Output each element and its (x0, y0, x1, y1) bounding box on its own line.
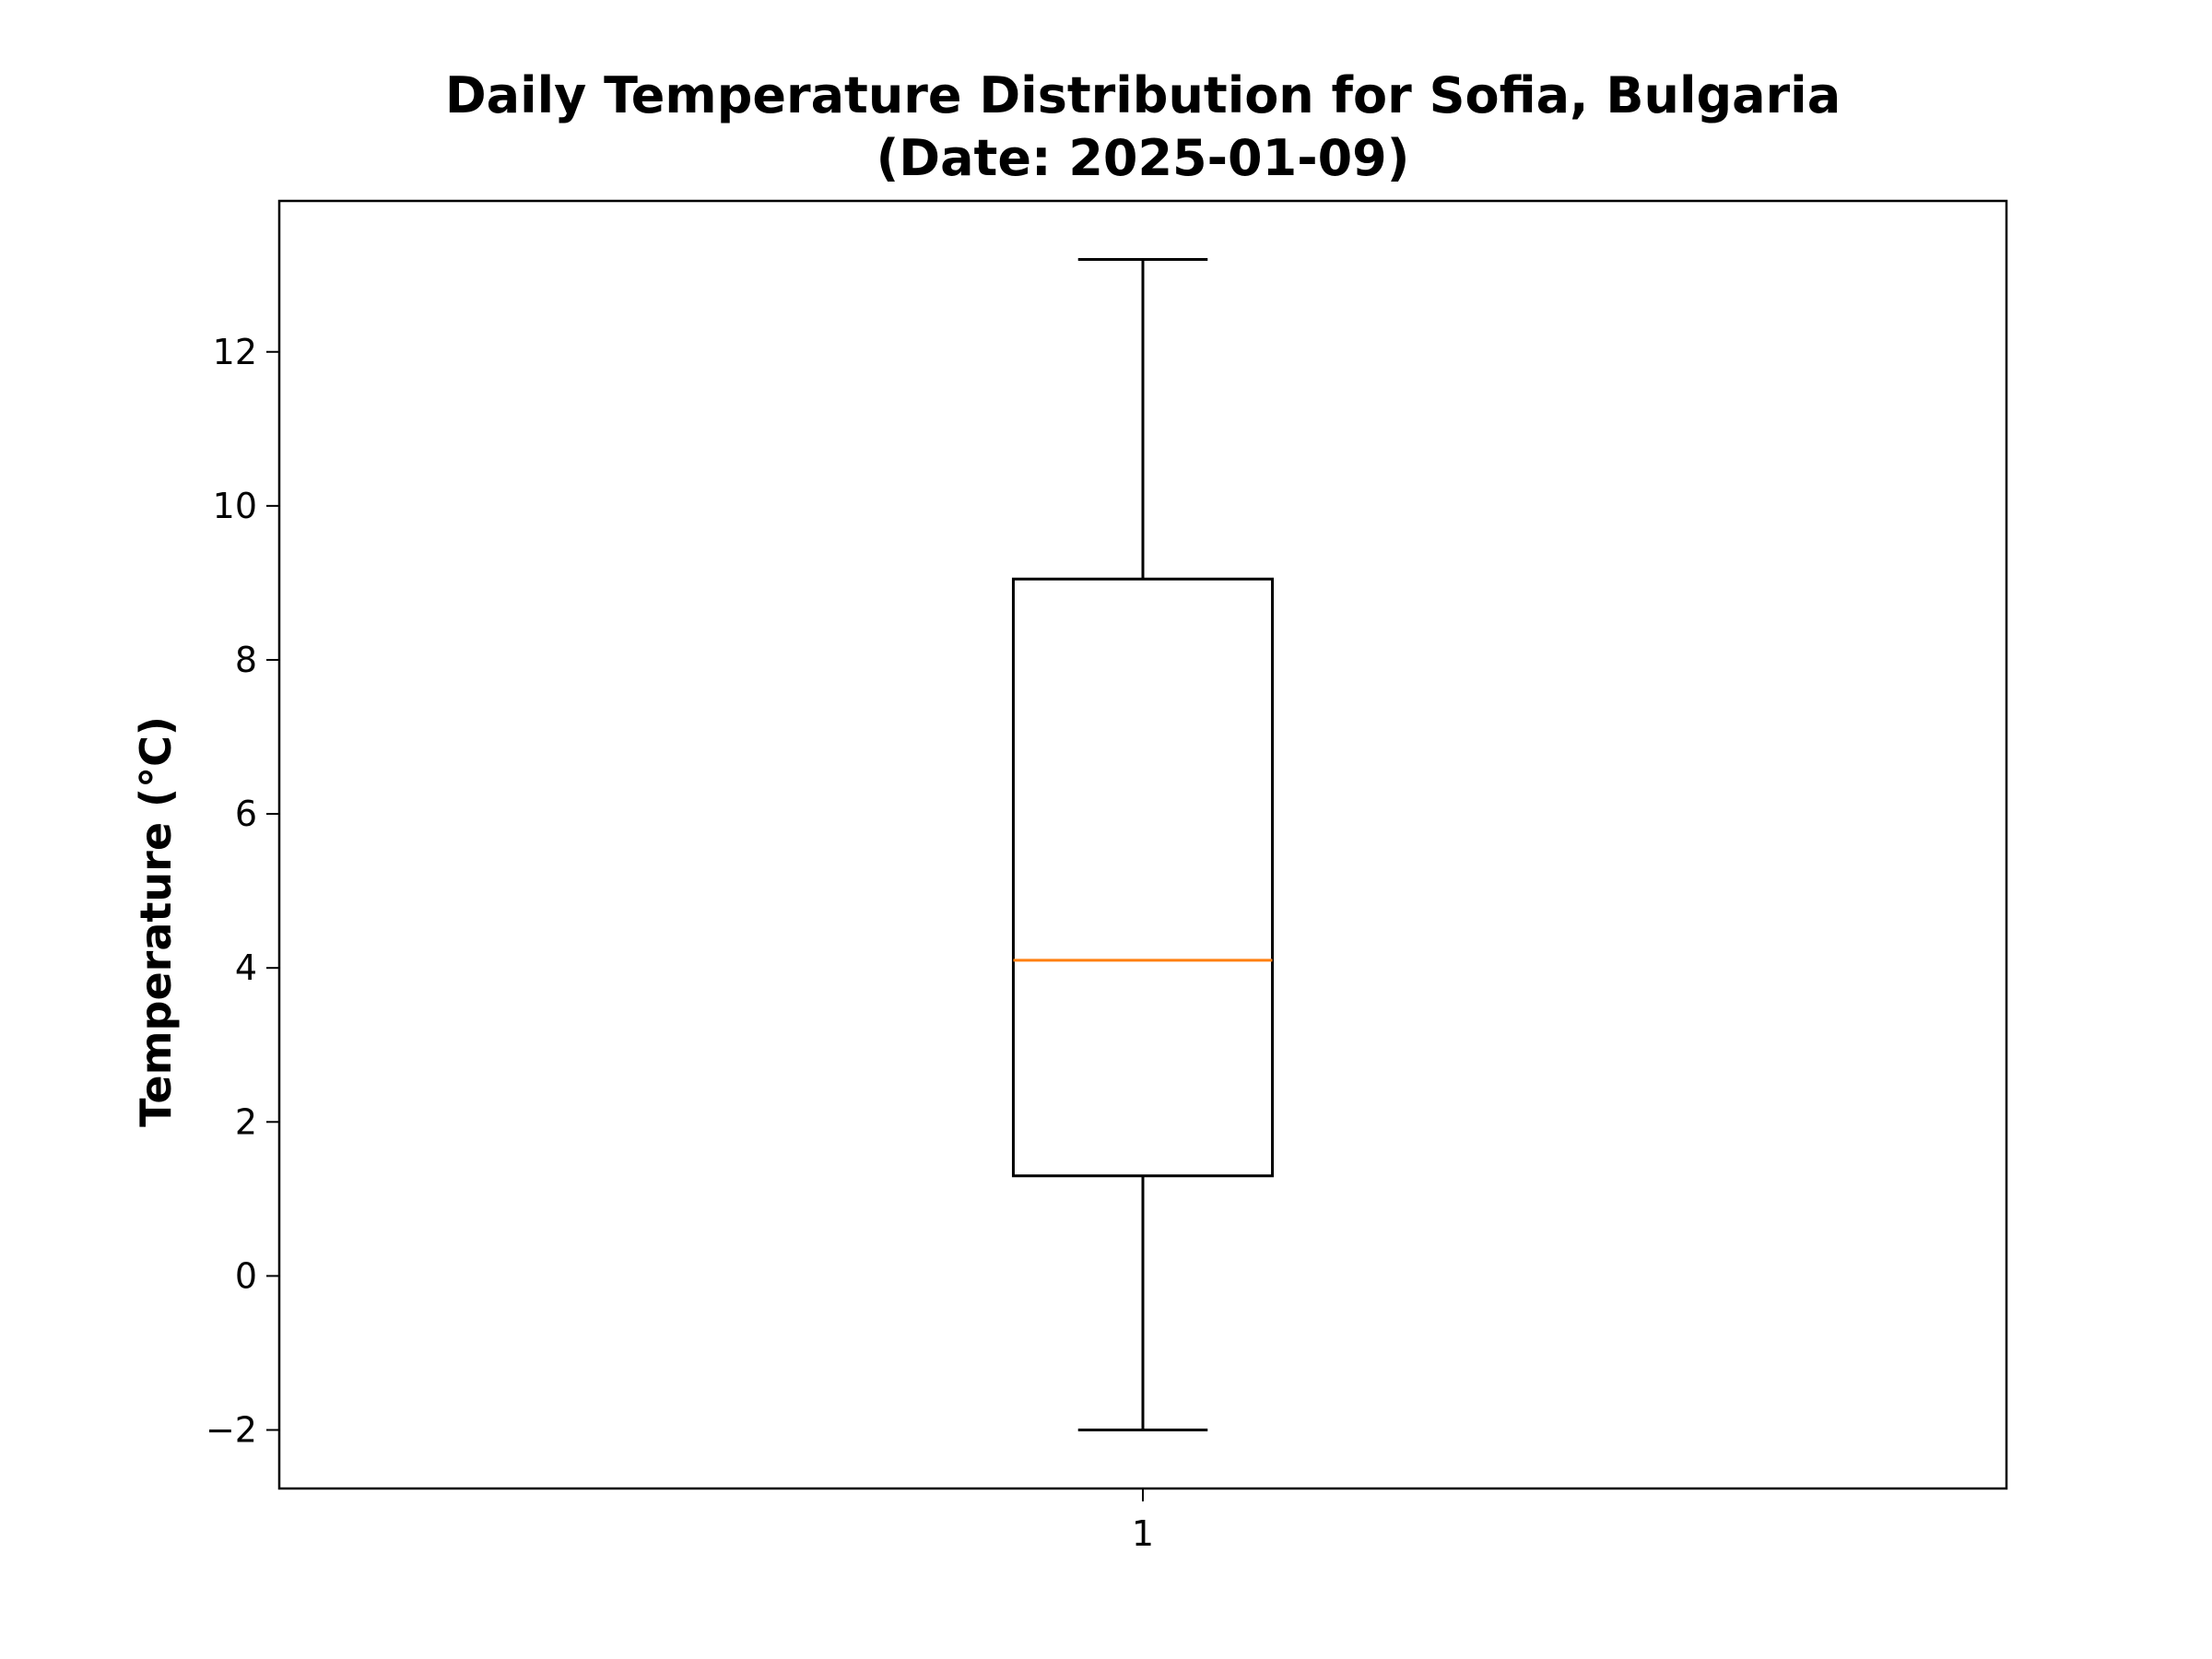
axes-frame (277, 199, 2008, 1490)
y-tick-label: 8 (235, 640, 257, 680)
y-tick-label: 2 (235, 1101, 257, 1142)
y-tick-label: 10 (213, 486, 257, 526)
plot-area: −2 0 2 4 6 8 10 12 1 (206, 199, 2008, 1554)
y-tick-label: 0 (235, 1255, 257, 1296)
x-tick-label: 1 (1132, 1513, 1154, 1554)
chart-title: Daily Temperature Distribution for Sofia… (445, 66, 1841, 124)
y-tick-label: 4 (235, 947, 257, 988)
chart-subtitle: (Date: 2025-01-09) (877, 129, 1410, 187)
y-axis-label: Temperature (°C) (131, 716, 181, 1127)
y-tick-label: 12 (213, 332, 257, 372)
iqr-box (1011, 577, 1275, 1178)
y-tick-label: −2 (206, 1410, 257, 1451)
y-tick-label: 6 (235, 794, 257, 834)
